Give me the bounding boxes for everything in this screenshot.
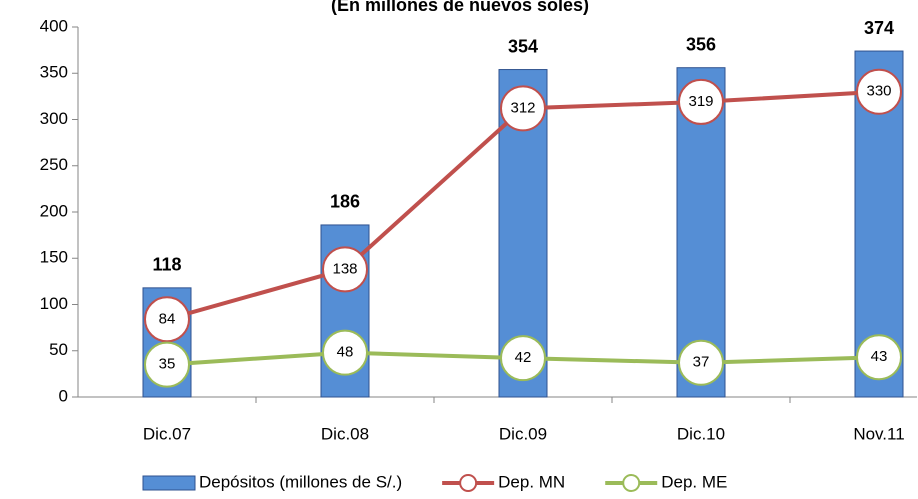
legend-label: Dep. ME — [661, 472, 727, 491]
marker — [322, 329, 368, 376]
marker — [144, 341, 190, 388]
chart-subtitle: (En millones de nuevos soles) — [331, 0, 589, 15]
marker-label: 330 — [866, 83, 891, 100]
y-tick-label: 200 — [40, 201, 68, 220]
x-tick-label: Dic.07 — [143, 424, 191, 443]
marker-label: 37 — [693, 354, 710, 371]
marker — [856, 334, 902, 381]
marker — [322, 246, 368, 293]
bar-label: 356 — [686, 34, 716, 54]
marker — [500, 85, 546, 132]
marker-label: 319 — [688, 93, 713, 110]
y-tick-label: 100 — [40, 294, 68, 313]
marker-label: 35 — [159, 356, 176, 373]
x-tick-label: Dic.09 — [499, 424, 547, 443]
y-tick-label: 150 — [40, 248, 68, 267]
marker-label: 312 — [510, 99, 535, 116]
x-tick-label: Dic.08 — [321, 424, 369, 443]
marker-label: 138 — [332, 260, 357, 277]
legend-marker — [622, 474, 641, 492]
y-tick-label: 50 — [49, 340, 68, 359]
marker — [500, 335, 546, 382]
legend-label: Dep. MN — [498, 472, 565, 491]
bar-label: 374 — [864, 18, 894, 38]
legend-marker — [459, 474, 478, 492]
marker-label: 43 — [871, 348, 888, 365]
marker — [678, 78, 724, 125]
marker — [678, 339, 724, 386]
y-tick-label: 300 — [40, 109, 68, 128]
marker-label: 84 — [159, 310, 176, 327]
x-tick-label: Dic.10 — [677, 424, 725, 443]
y-tick-label: 400 — [40, 16, 68, 35]
y-tick-label: 350 — [40, 63, 68, 82]
x-tick-label: Nov.11 — [853, 424, 904, 443]
bar-label: 354 — [508, 36, 538, 56]
bar-label: 186 — [330, 192, 360, 212]
legend-label: Depósitos (millones de S/.) — [199, 472, 402, 491]
marker-label: 48 — [337, 344, 354, 361]
y-tick-label: 250 — [40, 155, 68, 174]
bar-label: 118 — [152, 255, 181, 275]
marker — [144, 296, 190, 343]
marker — [856, 68, 902, 115]
marker-label: 42 — [515, 349, 532, 366]
y-tick-label: 0 — [59, 386, 68, 405]
legend-swatch — [142, 475, 196, 491]
